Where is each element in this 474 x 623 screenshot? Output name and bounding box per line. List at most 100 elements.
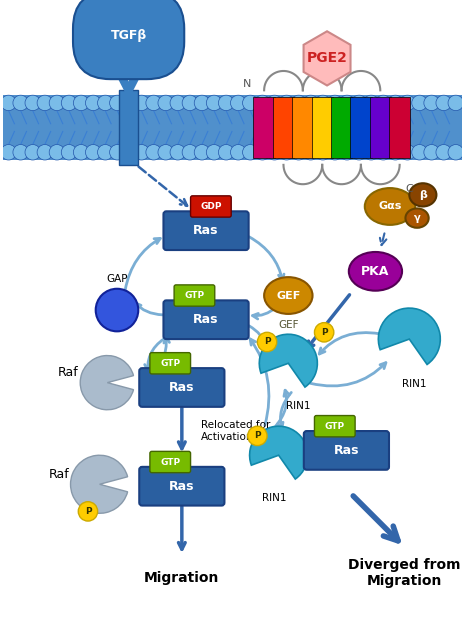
Circle shape bbox=[248, 426, 267, 445]
Text: RIN1: RIN1 bbox=[286, 401, 310, 411]
Circle shape bbox=[364, 145, 379, 160]
Circle shape bbox=[243, 95, 258, 111]
Bar bbox=[273, 97, 294, 158]
Circle shape bbox=[1, 95, 16, 111]
Text: γ: γ bbox=[414, 213, 420, 223]
Text: PKA: PKA bbox=[361, 265, 390, 278]
Circle shape bbox=[327, 145, 343, 160]
Circle shape bbox=[267, 145, 282, 160]
Text: GEF: GEF bbox=[278, 320, 299, 330]
Text: Raf: Raf bbox=[48, 468, 69, 481]
Text: GTP: GTP bbox=[160, 457, 180, 467]
Bar bbox=[311, 97, 333, 158]
Text: Raf: Raf bbox=[58, 366, 79, 379]
Circle shape bbox=[109, 145, 125, 160]
Text: Ras: Ras bbox=[169, 381, 195, 394]
Circle shape bbox=[339, 95, 355, 111]
Text: Relocated for
Activation: Relocated for Activation bbox=[201, 421, 271, 442]
FancyBboxPatch shape bbox=[139, 467, 224, 506]
Circle shape bbox=[194, 95, 210, 111]
Bar bbox=[331, 97, 352, 158]
Text: C: C bbox=[405, 184, 413, 194]
Text: GTP: GTP bbox=[160, 359, 180, 368]
Bar bbox=[119, 90, 138, 165]
Circle shape bbox=[122, 95, 137, 111]
Circle shape bbox=[314, 323, 334, 342]
Circle shape bbox=[109, 95, 125, 111]
Circle shape bbox=[1, 145, 16, 160]
Circle shape bbox=[375, 95, 391, 111]
Circle shape bbox=[219, 145, 234, 160]
Circle shape bbox=[412, 145, 427, 160]
Circle shape bbox=[400, 95, 415, 111]
Circle shape bbox=[327, 95, 343, 111]
Text: GTP: GTP bbox=[325, 422, 345, 430]
Circle shape bbox=[388, 95, 403, 111]
Circle shape bbox=[219, 95, 234, 111]
Text: Ras: Ras bbox=[334, 444, 359, 457]
Ellipse shape bbox=[349, 252, 402, 291]
Circle shape bbox=[25, 145, 40, 160]
Circle shape bbox=[255, 95, 270, 111]
Circle shape bbox=[412, 95, 427, 111]
Circle shape bbox=[146, 145, 161, 160]
Bar bbox=[350, 97, 372, 158]
Circle shape bbox=[25, 95, 40, 111]
Circle shape bbox=[37, 145, 53, 160]
Text: GTP: GTP bbox=[184, 291, 204, 300]
Circle shape bbox=[436, 145, 451, 160]
Circle shape bbox=[364, 95, 379, 111]
Text: Ras: Ras bbox=[193, 224, 219, 237]
Circle shape bbox=[315, 145, 330, 160]
Circle shape bbox=[303, 145, 319, 160]
Circle shape bbox=[61, 145, 77, 160]
Circle shape bbox=[257, 332, 277, 351]
Circle shape bbox=[206, 145, 222, 160]
Circle shape bbox=[375, 145, 391, 160]
Circle shape bbox=[351, 145, 367, 160]
FancyBboxPatch shape bbox=[150, 353, 191, 374]
Circle shape bbox=[351, 95, 367, 111]
FancyBboxPatch shape bbox=[174, 285, 215, 306]
Circle shape bbox=[230, 145, 246, 160]
Circle shape bbox=[170, 95, 185, 111]
Text: RIN1: RIN1 bbox=[402, 379, 427, 389]
Ellipse shape bbox=[405, 209, 428, 228]
Circle shape bbox=[194, 145, 210, 160]
FancyBboxPatch shape bbox=[139, 368, 224, 407]
Circle shape bbox=[424, 95, 439, 111]
FancyBboxPatch shape bbox=[164, 211, 249, 250]
Circle shape bbox=[73, 95, 89, 111]
Circle shape bbox=[85, 145, 101, 160]
Circle shape bbox=[424, 145, 439, 160]
FancyBboxPatch shape bbox=[150, 452, 191, 473]
Circle shape bbox=[267, 95, 282, 111]
FancyBboxPatch shape bbox=[314, 416, 355, 437]
Text: GDP: GDP bbox=[200, 202, 222, 211]
Wedge shape bbox=[250, 426, 308, 479]
Text: P: P bbox=[264, 338, 270, 346]
Wedge shape bbox=[378, 308, 440, 364]
Circle shape bbox=[13, 145, 28, 160]
Circle shape bbox=[134, 95, 149, 111]
Bar bbox=[254, 97, 275, 158]
Text: PGE2: PGE2 bbox=[307, 51, 347, 65]
FancyBboxPatch shape bbox=[304, 431, 389, 470]
Bar bbox=[3, 95, 462, 160]
Text: Ras: Ras bbox=[169, 480, 195, 493]
Text: P: P bbox=[254, 431, 261, 440]
Text: TGFβ: TGFβ bbox=[110, 29, 147, 42]
Circle shape bbox=[96, 288, 138, 331]
Circle shape bbox=[37, 95, 53, 111]
Circle shape bbox=[315, 95, 330, 111]
Text: P: P bbox=[321, 328, 328, 337]
Circle shape bbox=[13, 95, 28, 111]
Circle shape bbox=[303, 95, 319, 111]
Circle shape bbox=[291, 95, 306, 111]
Circle shape bbox=[230, 95, 246, 111]
Ellipse shape bbox=[410, 183, 437, 206]
Circle shape bbox=[255, 145, 270, 160]
Circle shape bbox=[182, 145, 198, 160]
Circle shape bbox=[243, 145, 258, 160]
Circle shape bbox=[339, 145, 355, 160]
